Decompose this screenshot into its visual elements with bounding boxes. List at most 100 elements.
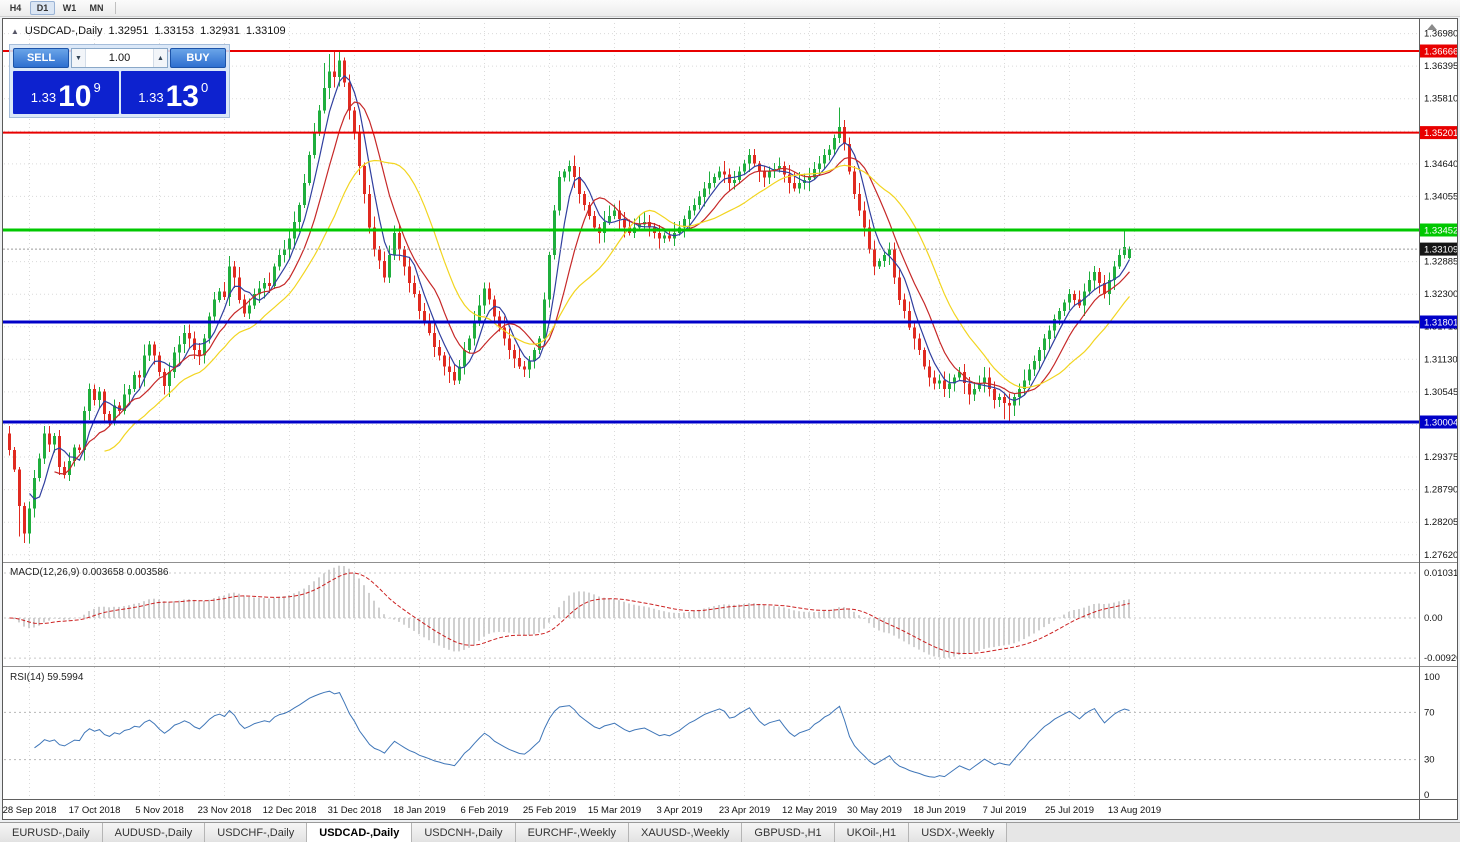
svg-text:23 Nov 2018: 23 Nov 2018 — [198, 805, 252, 816]
svg-text:3 Apr 2019: 3 Apr 2019 — [657, 805, 703, 816]
price-axis[interactable]: 1.369801.363951.358101.352251.346401.340… — [1420, 29, 1457, 801]
tab-xauusd-weekly[interactable]: XAUUSD-,Weekly — [628, 823, 743, 842]
svg-text:18 Jun 2019: 18 Jun 2019 — [913, 805, 965, 816]
svg-text:28 Sep 2018: 28 Sep 2018 — [3, 805, 56, 816]
ohlc-close: 1.33109 — [245, 25, 286, 37]
svg-text:1.28790: 1.28790 — [1424, 485, 1457, 496]
rsi-indicator-label: RSI(14) 59.5994 — [10, 672, 83, 683]
volume-increase-icon[interactable]: ▲ — [153, 49, 167, 67]
svg-text:1.32300: 1.32300 — [1424, 289, 1457, 300]
tab-usdcnh-daily[interactable]: USDCNH-,Daily — [412, 823, 516, 842]
svg-text:6 Feb 2019: 6 Feb 2019 — [460, 805, 508, 816]
toolbar-separator — [115, 2, 116, 14]
candles-layer — [8, 50, 1131, 544]
svg-text:1.30545: 1.30545 — [1424, 387, 1457, 398]
svg-text:25 Jul 2019: 25 Jul 2019 — [1045, 805, 1094, 816]
svg-text:31 Dec 2018: 31 Dec 2018 — [328, 805, 382, 816]
svg-text:23 Apr 2019: 23 Apr 2019 — [719, 805, 770, 816]
timeframe-d1-button[interactable]: D1 — [30, 1, 55, 15]
level-lines-layer[interactable] — [3, 50, 1419, 424]
buy-price-sup: 0 — [200, 80, 209, 95]
volume-decrease-icon[interactable]: ▼ — [72, 49, 86, 67]
tab-eurchf-weekly[interactable]: EURCHF-,Weekly — [515, 823, 629, 842]
chart-ohlc-title: ▲ USDCAD-,Daily 1.32951 1.33153 1.32931 … — [11, 25, 286, 37]
tab-usdx-weekly[interactable]: USDX-,Weekly — [909, 823, 1008, 842]
ohlc-high: 1.33153 — [154, 25, 195, 37]
svg-text:7 Jul 2019: 7 Jul 2019 — [983, 805, 1027, 816]
svg-text:100: 100 — [1424, 672, 1440, 683]
moving-averages-layer — [29, 75, 1131, 500]
tab-eurusd-daily[interactable]: EURUSD-,Daily — [0, 823, 103, 842]
one-click-trading-panel: SELL ▼ 1.00 ▲ BUY 1.33 10 9 1.33 13 0 — [9, 44, 230, 118]
rsi-name: RSI(14) — [10, 672, 45, 683]
rsi-value: 59.5994 — [47, 672, 84, 683]
svg-text:1.36666: 1.36666 — [1424, 47, 1457, 58]
svg-text:1.27620: 1.27620 — [1424, 550, 1457, 561]
svg-text:17 Oct 2018: 17 Oct 2018 — [69, 805, 121, 816]
buy-price-base: 1.33 — [138, 90, 164, 105]
svg-text:18 Jan 2019: 18 Jan 2019 — [393, 805, 445, 816]
svg-text:15 Mar 2019: 15 Mar 2019 — [588, 805, 641, 816]
macd-indicator-label: MACD(12,26,9) 0.003658 0.003586 — [10, 567, 168, 578]
buy-price-button[interactable]: 1.33 13 0 — [120, 71, 226, 114]
symbol-tab-bar: EURUSD-,Daily AUDUSD-,Daily USDCHF-,Dail… — [0, 822, 1460, 842]
svg-text:1.32885: 1.32885 — [1424, 257, 1457, 268]
sell-price-sup: 9 — [93, 80, 101, 95]
svg-text:0: 0 — [1424, 790, 1429, 801]
sell-button[interactable]: SELL — [13, 48, 69, 68]
tab-ukoil-h1[interactable]: UKOil-,H1 — [834, 823, 910, 842]
grid-layer — [4, 23, 1419, 800]
sell-price-base: 1.33 — [30, 90, 57, 105]
macd-name: MACD(12,26,9) — [10, 567, 80, 578]
svg-text:0.00: 0.00 — [1424, 613, 1443, 624]
chart-canvas[interactable]: 28 Sep 2018 17 Oct 2018 5 Nov 2018 23 Nov 2… — [3, 19, 1457, 819]
one-click-collapse-icon[interactable]: ▲ — [11, 26, 19, 36]
svg-text:12 May 2019: 12 May 2019 — [782, 805, 837, 816]
ohlc-open: 1.32951 — [108, 25, 149, 37]
svg-text:25 Feb 2019: 25 Feb 2019 — [523, 805, 576, 816]
svg-text:1.31801: 1.31801 — [1424, 318, 1457, 329]
timeframe-w1-button[interactable]: W1 — [62, 3, 77, 13]
svg-text:1.33109: 1.33109 — [1424, 245, 1457, 256]
svg-text:12 Dec 2018: 12 Dec 2018 — [263, 805, 317, 816]
svg-text:-0.00920: -0.00920 — [1424, 653, 1457, 664]
svg-text:1.31130: 1.31130 — [1424, 354, 1457, 365]
timeframe-h4-button[interactable]: H4 — [9, 3, 22, 13]
macd-main-value: 0.003658 — [82, 567, 124, 578]
macd-signal-value: 0.003586 — [126, 567, 169, 578]
symbol-period-label: USDCAD-,Daily — [24, 25, 103, 37]
svg-text:1.33452: 1.33452 — [1424, 226, 1457, 237]
svg-text:1.34640: 1.34640 — [1424, 159, 1457, 170]
volume-stepper: ▼ 1.00 ▲ — [71, 48, 168, 68]
rsi-pane — [4, 690, 1419, 778]
date-axis[interactable]: 28 Sep 2018 17 Oct 2018 5 Nov 2018 23 Nov 2… — [3, 805, 1161, 816]
svg-text:0.010311: 0.010311 — [1424, 568, 1457, 579]
scroll-marker-icon[interactable] — [1427, 24, 1437, 30]
chart-window: 28 Sep 2018 17 Oct 2018 5 Nov 2018 23 Nov 2… — [2, 18, 1458, 820]
svg-text:13 Aug 2019: 13 Aug 2019 — [1108, 805, 1161, 816]
timeframe-mn-button[interactable]: MN — [89, 3, 104, 13]
svg-text:1.34055: 1.34055 — [1424, 191, 1457, 202]
svg-text:70: 70 — [1424, 707, 1435, 718]
svg-text:30 May 2019: 30 May 2019 — [847, 805, 902, 816]
buy-price-big: 13 — [165, 80, 199, 113]
buy-button[interactable]: BUY — [170, 48, 226, 68]
svg-text:1.30004: 1.30004 — [1424, 418, 1457, 429]
ohlc-low: 1.32931 — [200, 25, 240, 37]
svg-text:1.29375: 1.29375 — [1424, 452, 1457, 463]
svg-text:1.36395: 1.36395 — [1424, 61, 1457, 72]
volume-input[interactable]: 1.00 — [108, 52, 131, 64]
svg-text:1.36980: 1.36980 — [1424, 29, 1457, 40]
svg-text:1.28205: 1.28205 — [1424, 517, 1457, 528]
tab-usdcad-daily[interactable]: USDCAD-,Daily — [307, 823, 413, 842]
svg-text:1.35201: 1.35201 — [1424, 128, 1457, 139]
tab-usdchf-daily[interactable]: USDCHF-,Daily — [205, 823, 308, 842]
tab-audusd-daily[interactable]: AUDUSD-,Daily — [102, 823, 206, 842]
tab-gbpusd-h1[interactable]: GBPUSD-,H1 — [742, 823, 835, 842]
macd-pane — [4, 565, 1419, 659]
sell-price-button[interactable]: 1.33 10 9 — [13, 71, 119, 114]
svg-text:1.35810: 1.35810 — [1424, 94, 1457, 105]
sell-price-big: 10 — [58, 80, 92, 113]
svg-text:30: 30 — [1424, 755, 1435, 766]
svg-text:5 Nov 2018: 5 Nov 2018 — [135, 805, 184, 816]
